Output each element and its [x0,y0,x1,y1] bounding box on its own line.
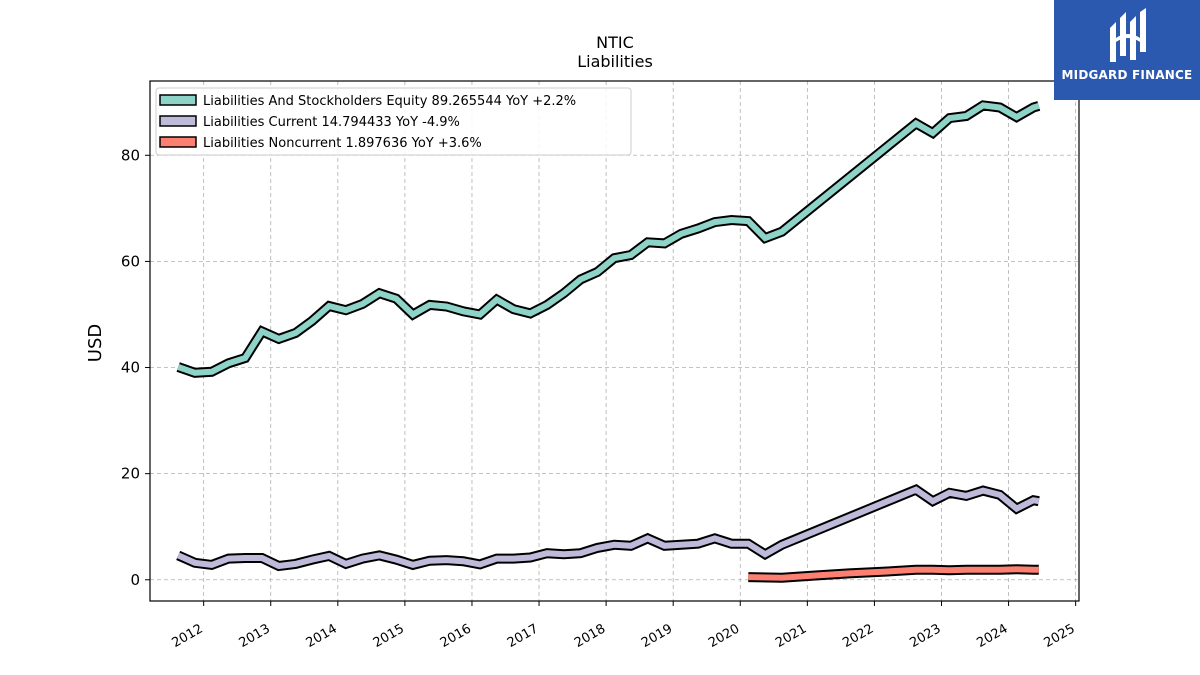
chart-subtitle: Liabilities [577,52,653,71]
legend: Liabilities And Stockholders Equity 89.2… [155,87,632,156]
brand-name: MIDGARD FINANCE [1061,68,1193,82]
x-tick-label: 2021 [773,621,809,651]
x-tick-label: 2025 [1041,621,1077,651]
grid [150,81,1079,601]
series-line-2 [748,566,1039,581]
x-tick-label: 2012 [170,621,206,651]
legend-label-1: Liabilities Current 14.794433 YoY -4.9% [203,115,460,130]
series-outline-1 [176,483,1040,572]
series-lines [176,100,1041,583]
legend-swatch-0 [159,94,197,106]
x-tick-label: 2017 [505,621,541,651]
chart-title: NTIC [596,33,634,52]
y-tick-label: 80 [121,146,140,164]
y-axis-label: USD [85,324,106,362]
x-tick-label: 2023 [907,621,943,651]
y-tick-label: 0 [130,571,140,589]
x-tick-label: 2016 [438,621,474,651]
x-tick-label: 2024 [974,621,1010,651]
x-tick-label: 2019 [639,621,675,651]
x-tick-label: 2015 [371,621,407,651]
midgard-logo-icon [1110,8,1146,62]
series-line-0 [177,102,1040,376]
x-tick-label: 2018 [572,621,608,651]
legend-label-2: Liabilities Noncurrent 1.897636 YoY +3.6… [203,136,482,151]
legend-swatch-2 [159,136,197,148]
x-tick-label: 2020 [706,621,742,651]
legend-label-0: Liabilities And Stockholders Equity 89.2… [203,94,576,109]
legend-box [155,87,632,156]
brand-logo: MIDGARD FINANCE [1054,0,1200,100]
x-tick-label: 2022 [840,621,876,651]
axes: 0 20 40 60 80 2012 2013 2014 2015 2016 2017 2018 201… [121,146,1078,651]
x-tick-label: 2013 [237,621,273,651]
y-tick-label: 40 [121,359,140,377]
plot-frame [149,80,1080,602]
y-tick-label: 60 [121,252,140,270]
y-tick-label: 20 [121,465,140,483]
x-tick-label: 2014 [304,621,340,651]
legend-swatch-1 [159,115,197,127]
series-line-1 [176,486,1040,570]
